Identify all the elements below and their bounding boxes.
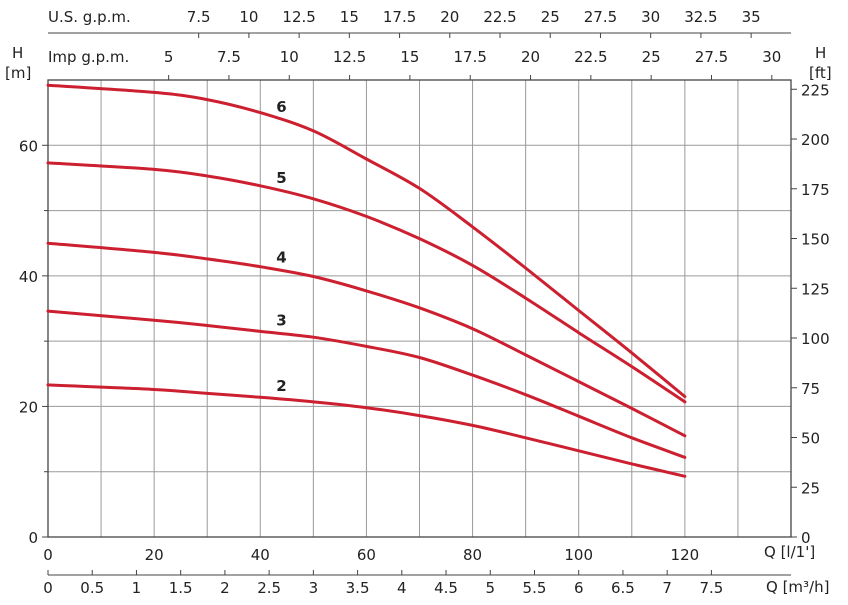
usgpm-tick-label: 32.5 <box>684 8 717 26</box>
curves: 6 5 4 3 2 <box>46 83 687 478</box>
usgpm-tick-label: 25 <box>541 8 560 26</box>
m3h-tick-label: 2.5 <box>257 579 281 597</box>
m3h-tick-label: 3.5 <box>346 579 370 597</box>
m3h-tick-label: 7 <box>662 579 672 597</box>
curve-6 <box>46 83 687 399</box>
left-tick-label: 0 <box>28 529 38 547</box>
impgpm-tick-label: 30 <box>762 48 781 66</box>
x-tick-label: 120 <box>671 546 700 564</box>
curve-label-2: 2 <box>276 377 286 395</box>
right-tick-label: 125 <box>801 280 830 298</box>
right-tick-label: 0 <box>801 529 811 547</box>
usgpm-tick-label: 7.5 <box>187 8 211 26</box>
usgpm-tick-label: 22.5 <box>483 8 516 26</box>
x-axis-title: Q [l/1'] <box>764 543 815 561</box>
right-tick-label: 200 <box>801 131 830 149</box>
m3h-tick-label: 4 <box>397 579 407 597</box>
m3h-tick-label: 4.5 <box>434 579 458 597</box>
m3h-tick-label: 1.5 <box>169 579 193 597</box>
x-tick-label: 80 <box>463 546 482 564</box>
left-tick-label: 60 <box>19 137 38 155</box>
usgpm-tick-label: 15 <box>340 8 359 26</box>
impgpm-tick-label: 10 <box>280 48 299 66</box>
curve-4 <box>46 241 687 438</box>
m3h-tick-label: 6.5 <box>611 579 635 597</box>
m3h-tick-label: 1 <box>132 579 142 597</box>
usgpm-tick-label: 27.5 <box>584 8 617 26</box>
usgpm-tick-label: 12.5 <box>282 8 315 26</box>
right-tick-label: 225 <box>801 81 830 99</box>
curve-3 <box>46 309 687 459</box>
usgpm-tick-label: 35 <box>742 8 761 26</box>
curve-label-5: 5 <box>276 169 286 187</box>
right-tick-label: 100 <box>801 330 830 348</box>
impgpm-tick-label: 5 <box>164 48 174 66</box>
left-tick-label: 20 <box>19 398 38 416</box>
impgpm-tick-label: 15 <box>400 48 419 66</box>
right-tick-label: 175 <box>801 181 830 199</box>
x-tick-label: 60 <box>357 546 376 564</box>
right-axis-title: H <box>815 44 826 62</box>
left-axis-title: H <box>12 44 23 62</box>
x-tick-label: 20 <box>145 546 164 564</box>
m3h-tick-label: 2 <box>220 579 230 597</box>
m3h-tick-label: 5.5 <box>523 579 547 597</box>
x-tick-label: 40 <box>251 546 270 564</box>
m3h-tick-label: 5 <box>485 579 495 597</box>
impgpm-tick-label: 7.5 <box>217 48 241 66</box>
m3h-tick-label: 0.5 <box>80 579 104 597</box>
left-tick-label: 40 <box>19 268 38 286</box>
curve-label-3: 3 <box>276 312 286 330</box>
m3h-tick-label: 6 <box>574 579 584 597</box>
x-tick-label: 100 <box>564 546 593 564</box>
m3h-tick-label: 3 <box>309 579 319 597</box>
usgpm-tick-label: 30 <box>641 8 660 26</box>
curve-label-4: 4 <box>276 249 286 267</box>
usgpm-axis-title: U.S. g.p.m. <box>48 8 131 26</box>
plot-frame <box>47 79 792 538</box>
impgpm-tick-label: 27.5 <box>695 48 728 66</box>
right-tick-label: 150 <box>801 231 830 249</box>
impgpm-tick-label: 12.5 <box>333 48 366 66</box>
right-axis-unit: [ft] <box>809 64 832 82</box>
usgpm-tick-label: 10 <box>239 8 258 26</box>
usgpm-tick-label: 20 <box>440 8 459 26</box>
impgpm-axis-title: Imp g.p.m. <box>48 48 129 66</box>
impgpm-tick-label: 17.5 <box>454 48 487 66</box>
curve-2 <box>46 383 687 478</box>
curve-5 <box>46 161 687 404</box>
impgpm-tick-label: 22.5 <box>574 48 607 66</box>
m3h-tick-label: 0 <box>43 579 53 597</box>
curve-label-6: 6 <box>276 98 286 116</box>
x-tick-label: 0 <box>43 546 53 564</box>
right-tick-label: 25 <box>801 479 820 497</box>
m3h-tick-label: 7.5 <box>699 579 723 597</box>
impgpm-tick-label: 25 <box>642 48 661 66</box>
right-tick-label: 50 <box>801 430 820 448</box>
right-tick-label: 75 <box>801 380 820 398</box>
left-axis-unit: [m] <box>5 64 31 82</box>
x-axis-m3h-title: Q [m³/h] <box>766 578 829 596</box>
usgpm-tick-label: 17.5 <box>383 8 416 26</box>
impgpm-tick-label: 20 <box>521 48 540 66</box>
